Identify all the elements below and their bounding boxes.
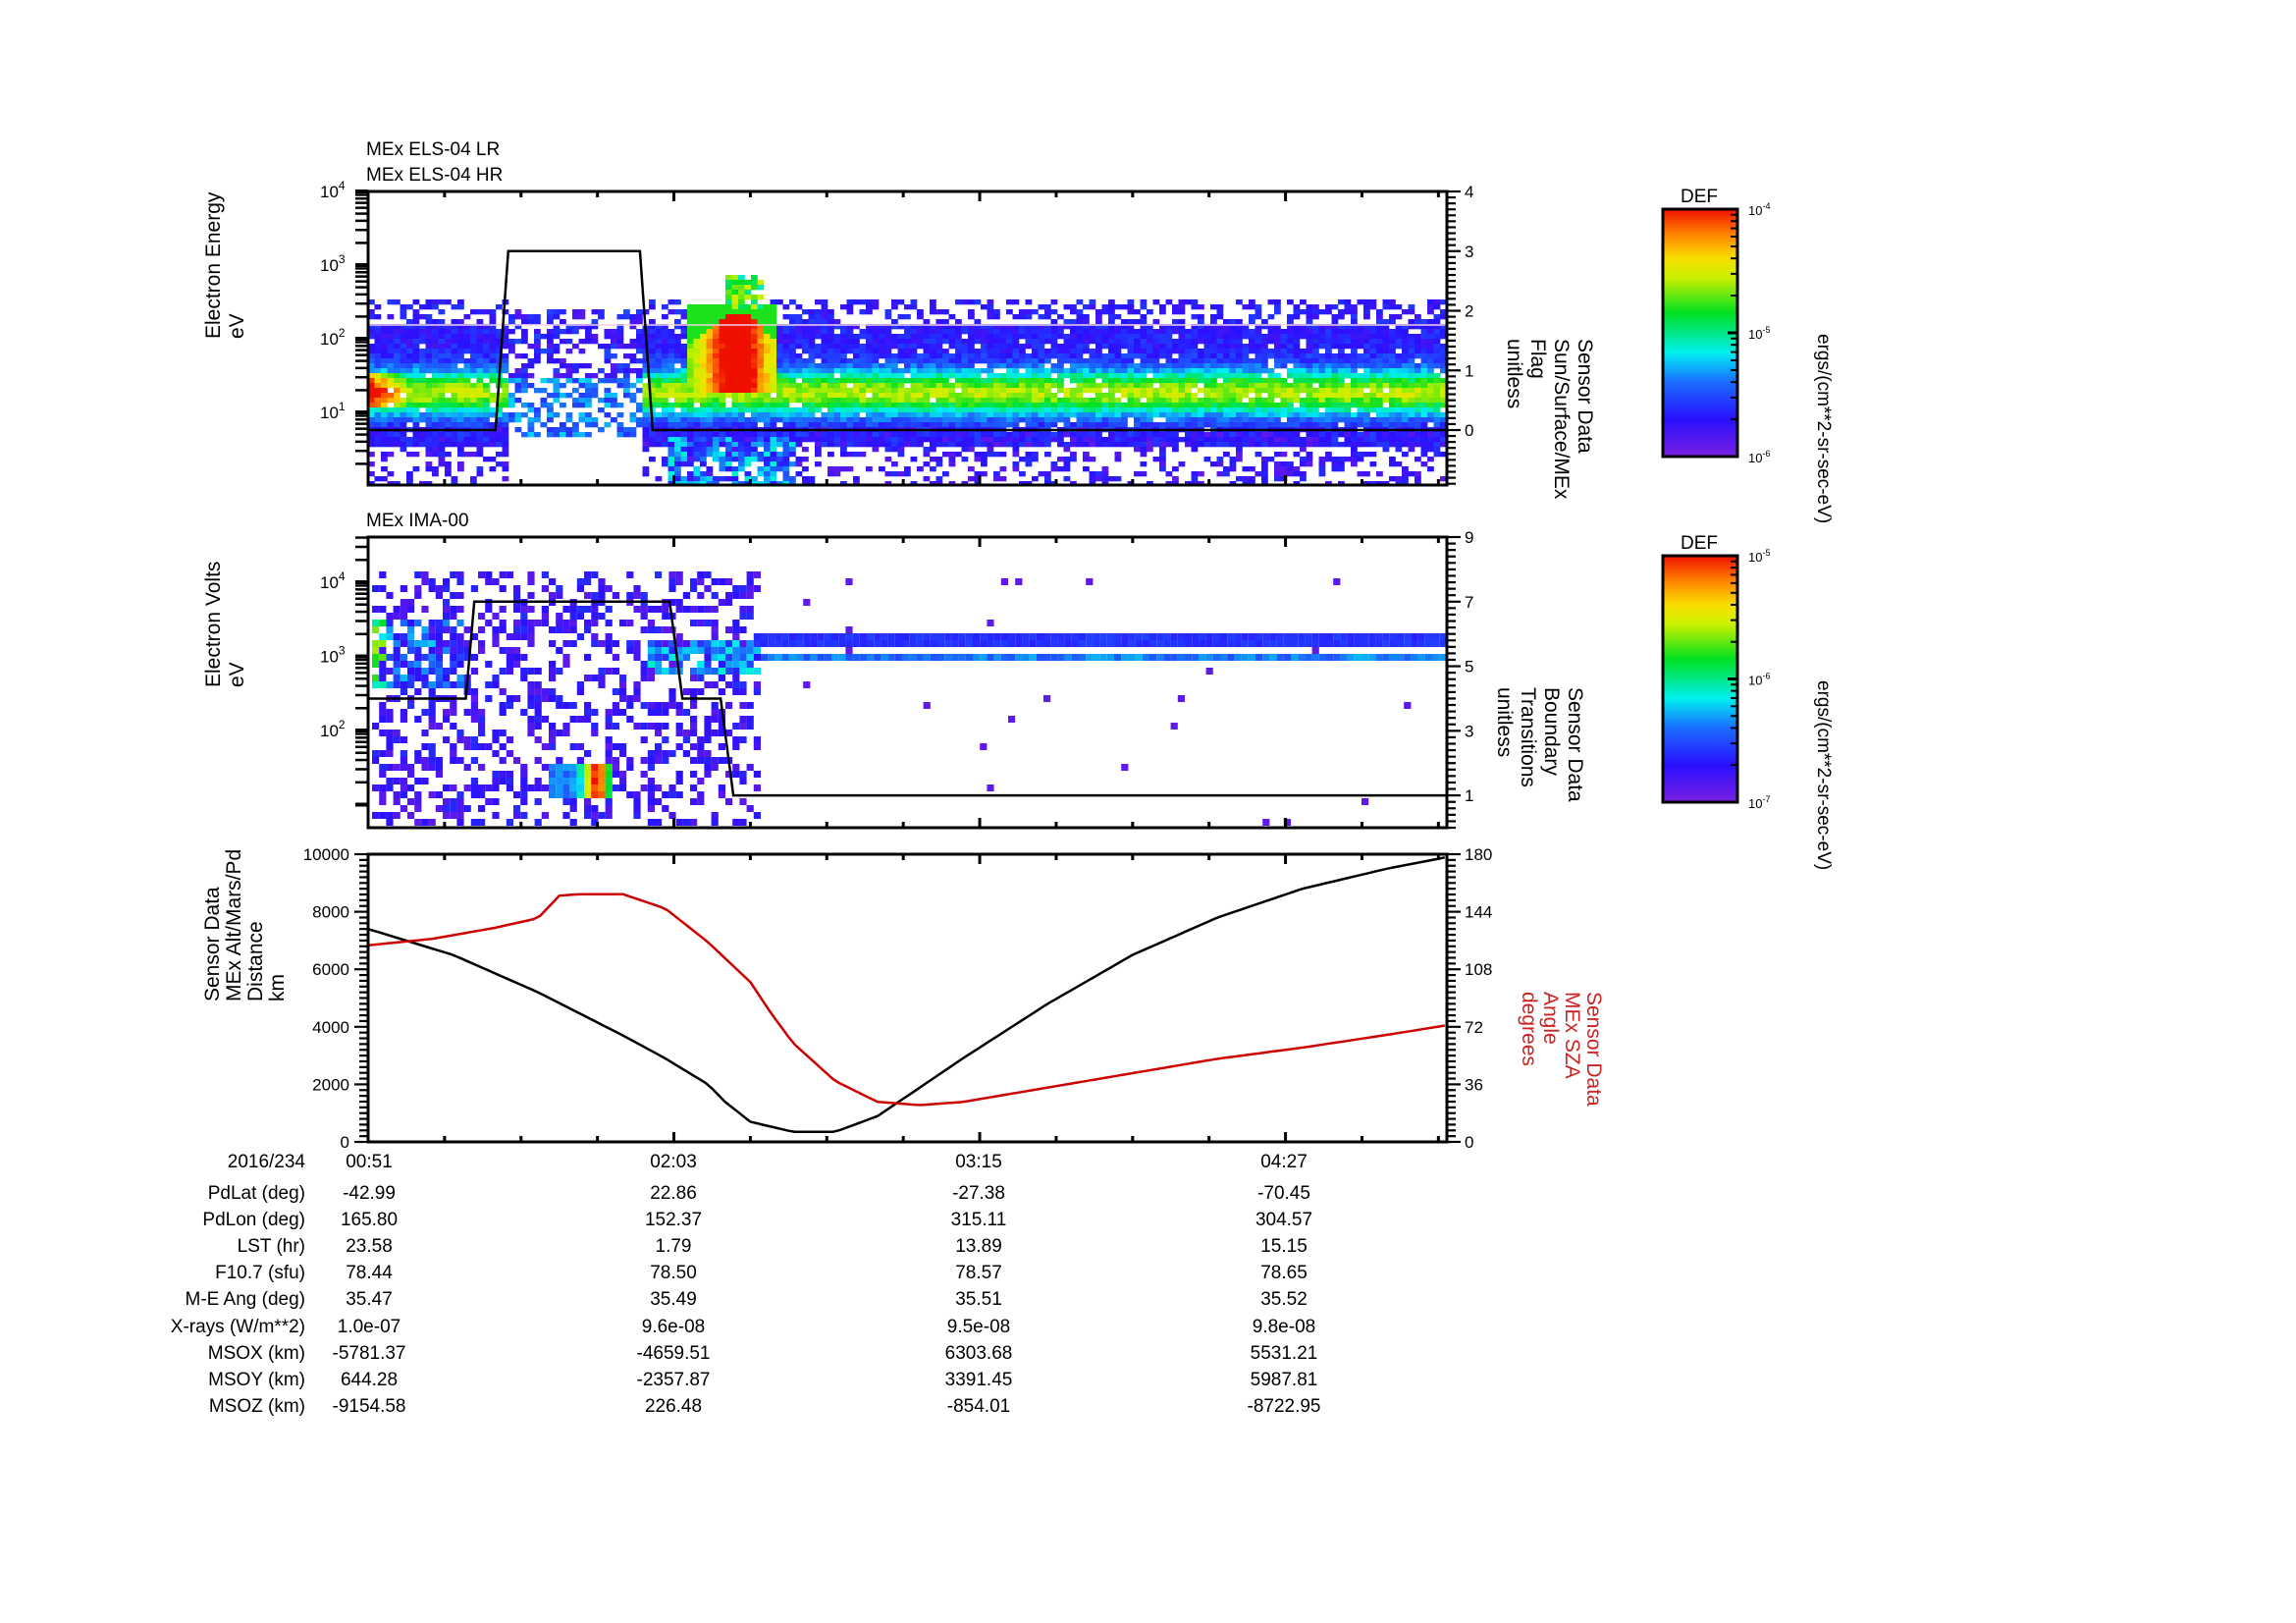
els-colorbar-title: DEF [1681, 187, 1718, 207]
ephemeris-cell: 1.0e-07 [337, 1317, 401, 1337]
ephemeris-row-label: LST (hr) [237, 1236, 305, 1257]
ephemeris-cell: 78.57 [955, 1263, 1002, 1283]
ima-title: MEx IMA-00 [366, 511, 469, 531]
ephemeris-cell: 35.47 [346, 1289, 393, 1310]
els-pixel-grid [368, 275, 1447, 485]
ima-plot-frame [366, 535, 1449, 830]
ephemeris-row-label: M-E Ang (deg) [185, 1289, 306, 1310]
els-spectrogram [368, 249, 1447, 485]
date-label: 2016/234 [227, 1152, 305, 1172]
ephemeris-row-label: MSOY (km) [208, 1370, 305, 1390]
ephemeris-cell: 644.28 [340, 1370, 399, 1390]
ephemeris-cell: 226.48 [644, 1396, 703, 1417]
ima-boundary-line [368, 600, 1447, 797]
svg-text:2: 2 [1465, 302, 1473, 321]
ephemeris-row-label: F10.7 (sfu) [215, 1263, 305, 1283]
ephemeris-cell: 35.52 [1260, 1289, 1308, 1310]
ephemeris-cell: 3391.45 [944, 1370, 1013, 1390]
svg-text:0: 0 [1465, 421, 1473, 440]
svg-text:1: 1 [1465, 361, 1473, 380]
svg-text:3: 3 [1465, 243, 1473, 261]
svg-text:104: 104 [320, 179, 346, 201]
ephemeris-cell: 9.8e-08 [1252, 1317, 1316, 1337]
altitude-line [368, 856, 1446, 1133]
orbit-plot-frame [366, 852, 1449, 1144]
svg-text:102: 102 [320, 326, 346, 349]
els-flag-line [368, 249, 1447, 432]
ephemeris-cell: 22.86 [650, 1183, 697, 1204]
ephemeris-cell: 78.44 [346, 1263, 393, 1283]
time-tick-3: 04:27 [1260, 1152, 1308, 1172]
els-title: MEx ELS-04 LR MEx ELS-04 HR [366, 137, 503, 189]
ephemeris-cell: 78.50 [650, 1263, 697, 1283]
sza-line [368, 893, 1446, 1107]
ephemeris-cell: 165.80 [340, 1210, 399, 1230]
ephemeris-cell: -70.45 [1257, 1183, 1310, 1204]
svg-text:101: 101 [320, 400, 346, 422]
ephemeris-cell: 5987.81 [1250, 1370, 1318, 1390]
ephemeris-cell: 35.51 [955, 1289, 1002, 1310]
ephemeris-cell: -27.38 [952, 1183, 1005, 1204]
svg-text:4: 4 [1465, 183, 1473, 201]
ima-colorbar-title: DEF [1681, 533, 1718, 554]
ephemeris-row-label: MSOX (km) [207, 1343, 305, 1364]
els-title-line-1: MEx ELS-04 LR [366, 139, 501, 160]
time-tick-1: 02:03 [650, 1152, 697, 1172]
time-tick-2: 03:15 [955, 1152, 1002, 1172]
ephemeris-cell: 304.57 [1255, 1210, 1313, 1230]
ima-colorbar [1661, 554, 1739, 804]
ephemeris-cell: 6303.68 [944, 1343, 1013, 1364]
ephemeris-cell: 13.89 [955, 1236, 1002, 1257]
time-tick-0: 00:51 [346, 1152, 393, 1172]
ephemeris-cell: -5781.37 [332, 1343, 406, 1364]
els-title-line-2: MEx ELS-04 HR [366, 165, 504, 186]
svg-text:103: 103 [320, 252, 346, 275]
ephemeris-cell: -42.99 [343, 1183, 396, 1204]
ephemeris-cell: -4659.51 [636, 1343, 711, 1364]
orbit-lines [368, 856, 1446, 1133]
ephemeris-cell: -2357.87 [636, 1370, 711, 1390]
ephemeris-cell: -854.01 [946, 1396, 1011, 1417]
ima-spectrogram [368, 571, 1447, 826]
els-colorbar [1661, 207, 1739, 459]
ephemeris-row-label: PdLat (deg) [207, 1183, 305, 1204]
ephemeris-cell: 23.58 [346, 1236, 393, 1257]
ephemeris-cell: 9.5e-08 [946, 1317, 1011, 1337]
ephemeris-row-label: X-rays (W/m**2) [170, 1317, 305, 1337]
ephemeris-cell: 78.65 [1260, 1263, 1308, 1283]
ephemeris-cell: 1.79 [655, 1236, 692, 1257]
ephemeris-row-label: MSOZ (km) [208, 1396, 305, 1417]
ephemeris-cell: 315.11 [950, 1210, 1007, 1230]
ima-pixel-grid [372, 571, 1447, 826]
ephemeris-row-label: PdLon (deg) [202, 1210, 305, 1230]
ephemeris-cell: 35.49 [650, 1289, 697, 1310]
ephemeris-cell: 152.37 [644, 1210, 703, 1230]
ephemeris-cell: 9.6e-08 [641, 1317, 706, 1337]
ephemeris-cell: 15.15 [1260, 1236, 1308, 1257]
ephemeris-cell: -9154.58 [332, 1396, 406, 1417]
ephemeris-cell: -8722.95 [1247, 1396, 1321, 1417]
ephemeris-cell: 5531.21 [1250, 1343, 1318, 1364]
